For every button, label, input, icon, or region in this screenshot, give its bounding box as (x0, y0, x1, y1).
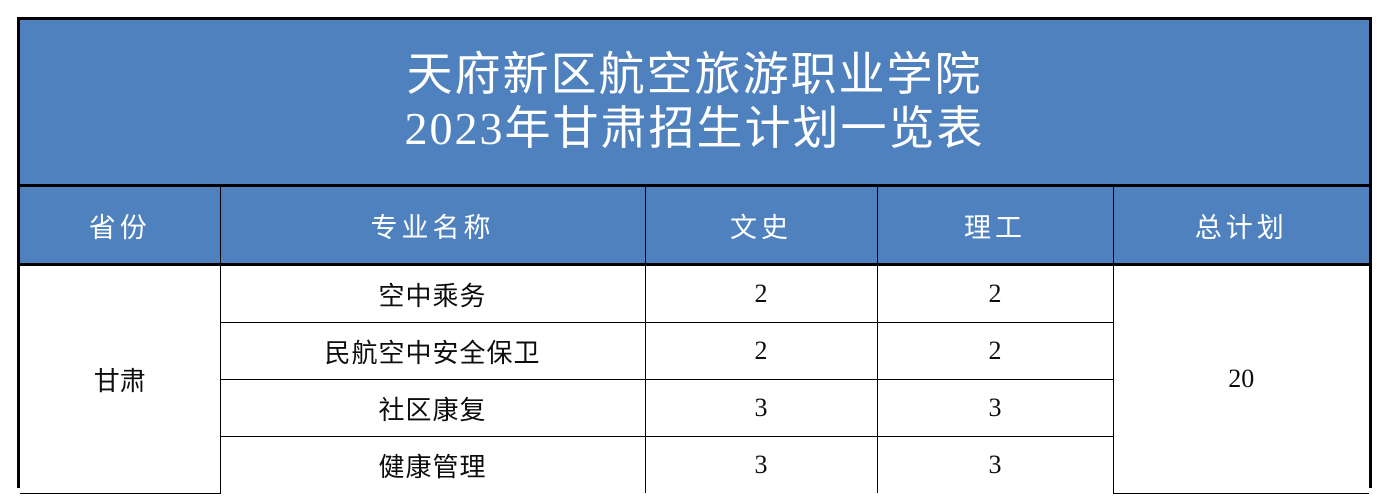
table-row: 甘肃 空中乘务 2 2 20 (20, 264, 1369, 494)
cell-wenshi-count: 2 (644, 322, 878, 380)
admission-plan-table: 天府新区航空旅游职业学院 2023年甘肃招生计划一览表 省份 专业名称 文史 理… (20, 20, 1369, 494)
column-header-total: 总计划 (1112, 185, 1369, 266)
column-header-wenshi: 文史 (644, 185, 878, 266)
cell-total-plan-value: 20 (1112, 264, 1369, 494)
table-row: 民航空中安全保卫 2 2 (20, 322, 1369, 380)
table-title-cell: 天府新区航空旅游职业学院 2023年甘肃招生计划一览表 (20, 20, 1369, 187)
cell-ligong-count: 3 (876, 379, 1113, 437)
admission-plan-table-container: 天府新区航空旅游职业学院 2023年甘肃招生计划一览表 省份 专业名称 文史 理… (17, 17, 1372, 494)
title-row: 天府新区航空旅游职业学院 2023年甘肃招生计划一览表 (20, 20, 1369, 187)
cell-major-name: 空中乘务 (219, 264, 646, 323)
table-header-row: 省份 专业名称 文史 理工 总计划 (20, 185, 1369, 266)
table-row: 社区康复 3 3 (20, 379, 1369, 437)
cell-major-name: 健康管理 (220, 436, 646, 493)
cell-major-name: 社区康复 (220, 379, 646, 437)
cell-ligong-count: 2 (876, 322, 1113, 380)
column-header-province: 省份 (20, 185, 221, 266)
cell-wenshi-count: 3 (644, 436, 878, 493)
title-line-subtitle: 2023年甘肃招生计划一览表 (404, 103, 985, 154)
cell-province-value: 甘肃 (20, 264, 221, 494)
cell-ligong-count: 3 (876, 436, 1113, 493)
title-block: 天府新区航空旅游职业学院 2023年甘肃招生计划一览表 (20, 48, 1369, 157)
column-header-major: 专业名称 (219, 185, 646, 266)
table-row: 健康管理 3 3 (20, 436, 1369, 493)
cell-wenshi-count: 3 (644, 379, 878, 437)
cell-ligong-count: 2 (876, 264, 1114, 323)
cell-wenshi-count: 2 (644, 264, 878, 323)
title-line-school-name: 天府新区航空旅游职业学院 (406, 48, 983, 100)
cell-major-name: 民航空中安全保卫 (220, 322, 646, 380)
column-header-ligong: 理工 (876, 185, 1114, 266)
